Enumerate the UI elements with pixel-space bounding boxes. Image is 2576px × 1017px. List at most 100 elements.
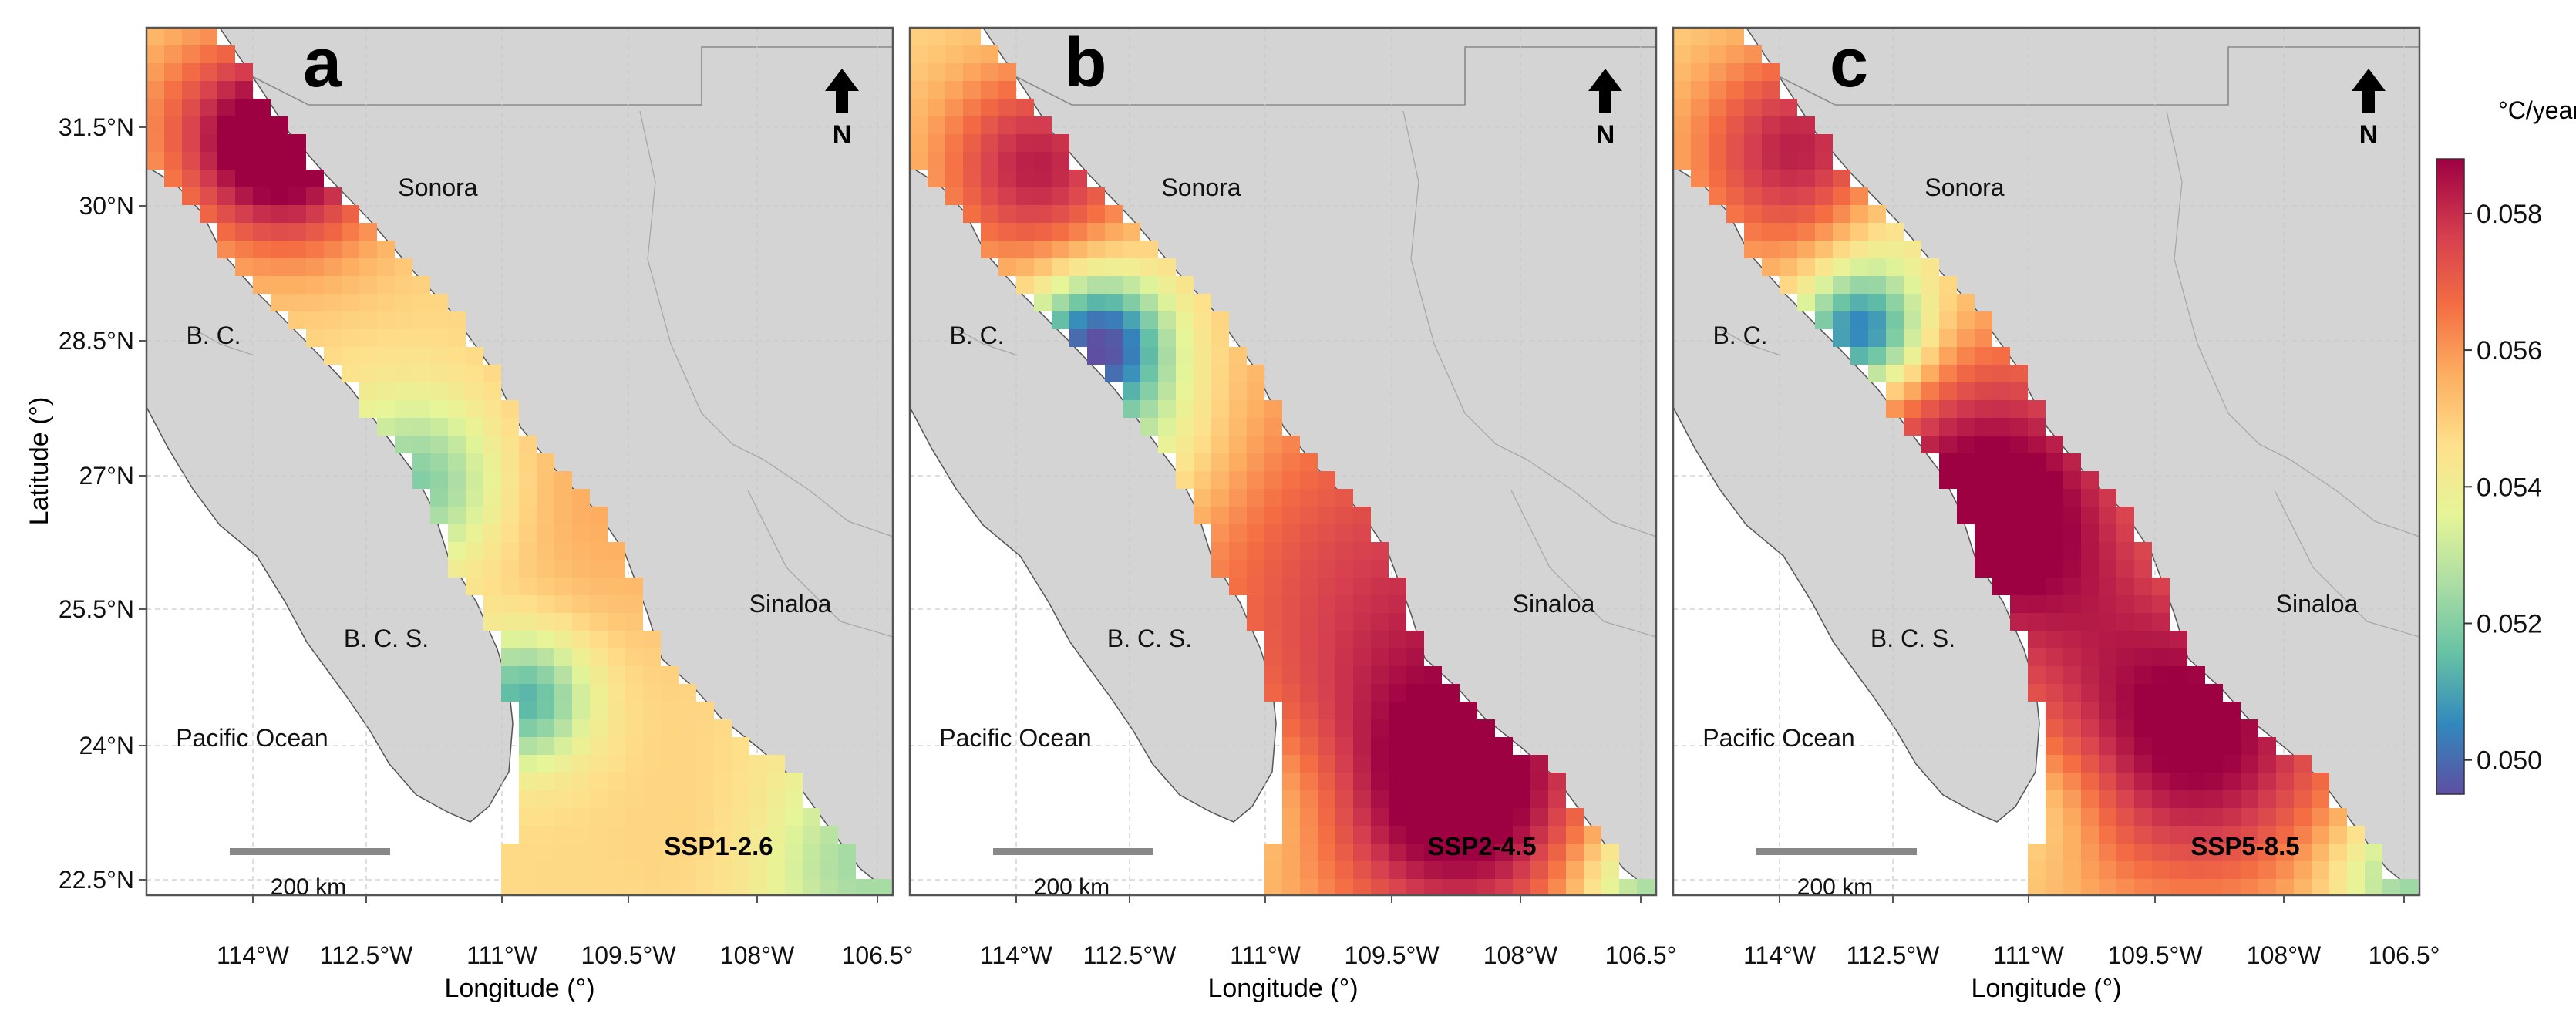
panel-frame	[908, 26, 1658, 897]
raster-cell	[679, 719, 696, 737]
raster-cell	[1957, 294, 1975, 311]
raster-cell	[928, 99, 945, 116]
raster-cell	[1744, 241, 1762, 258]
state-border	[1402, 110, 1656, 537]
raster-cell	[2028, 436, 2046, 453]
raster-cell	[625, 737, 643, 755]
raster-cell	[288, 223, 306, 241]
raster-cell	[253, 258, 271, 276]
raster-cell	[1353, 790, 1371, 808]
raster-cell	[324, 258, 342, 276]
raster-cell	[2116, 684, 2134, 702]
raster-cell	[2187, 790, 2205, 808]
raster-cell	[1229, 578, 1247, 595]
raster-cell	[1176, 436, 1194, 453]
raster-cell	[1300, 524, 1318, 542]
raster-cell	[1406, 808, 1424, 826]
raster-cell	[1247, 560, 1264, 578]
scenario-label: SSP1-2.6	[664, 832, 773, 860]
raster-cell	[1850, 347, 1868, 365]
raster-cell	[2028, 631, 2046, 648]
raster-cell	[359, 400, 377, 418]
raster-cell	[501, 578, 519, 595]
raster-cell	[2099, 684, 2116, 702]
x-tick-label: 106.5°	[2369, 941, 2440, 969]
raster-cell	[2099, 578, 2116, 595]
raster-cell	[288, 205, 306, 223]
raster-cell	[2187, 861, 2205, 879]
raster-cell	[572, 861, 590, 879]
raster-cell	[838, 861, 856, 879]
raster-cell	[430, 418, 448, 436]
raster-cell	[2134, 666, 2152, 684]
raster-cell	[625, 808, 643, 826]
raster-cell	[590, 560, 608, 578]
raster-cell	[1975, 542, 1992, 560]
raster-cell	[1371, 879, 1389, 895]
raster-cell	[981, 241, 998, 258]
raster-cell	[1335, 737, 1353, 755]
raster-cell	[466, 560, 483, 578]
raster-cell	[572, 879, 590, 895]
raster-cell	[2010, 436, 2028, 453]
raster-cell	[2116, 844, 2134, 861]
raster-cell	[2063, 631, 2081, 648]
raster-cell	[1105, 329, 1123, 347]
scale-bar	[1756, 848, 1917, 855]
raster-cell	[785, 773, 803, 790]
raster-cell	[1389, 737, 1406, 755]
raster-cell	[1229, 489, 1247, 507]
raster-cell	[1229, 400, 1247, 418]
raster-cell	[377, 382, 395, 400]
raster-cell	[1247, 542, 1264, 560]
raster-cell	[342, 223, 359, 241]
raster-cell	[2400, 879, 2418, 895]
state-border	[639, 110, 893, 537]
raster-cell	[2081, 684, 2099, 702]
raster-cell	[2099, 755, 2116, 773]
raster-cell	[2152, 719, 2170, 737]
raster-cell	[182, 134, 200, 152]
raster-cell	[749, 808, 767, 826]
raster-cell	[2099, 844, 2116, 861]
raster-cell	[537, 879, 554, 895]
raster-cell	[1087, 347, 1105, 365]
raster-cell	[1282, 578, 1300, 595]
raster-cell	[2099, 489, 2116, 507]
raster-cell	[1158, 382, 1176, 400]
raster-cell	[2241, 790, 2258, 808]
raster-cell	[945, 28, 963, 45]
raster-cell	[1921, 418, 1939, 436]
raster-cell	[910, 152, 928, 170]
raster-cell	[1300, 755, 1318, 773]
raster-cell	[608, 578, 625, 595]
raster-cell	[412, 294, 430, 311]
baja-california-peninsula	[1673, 166, 2040, 823]
raster-cell	[1211, 524, 1229, 542]
raster-cell	[643, 844, 661, 861]
raster-cell	[306, 258, 324, 276]
raster-cell	[2241, 755, 2258, 773]
raster-cell	[466, 347, 483, 365]
raster-cell	[1691, 134, 1709, 152]
raster-cell	[2063, 578, 2081, 595]
raster-cell	[1530, 773, 1548, 790]
state-border	[1510, 490, 1656, 638]
raster-cell	[2063, 560, 2081, 578]
raster-cell	[2152, 702, 2170, 719]
raster-cell	[981, 81, 998, 99]
raster-cell	[1584, 844, 1601, 861]
raster-cell	[1176, 311, 1194, 329]
raster-cell	[1371, 684, 1389, 702]
raster-cell	[1069, 205, 1087, 223]
raster-cell	[572, 666, 590, 684]
panel-letter: a	[303, 25, 342, 102]
raster-cell	[501, 471, 519, 489]
raster-cell	[324, 294, 342, 311]
raster-cell	[1158, 436, 1176, 453]
raster-cell	[1762, 205, 1780, 223]
raster-cell	[1229, 436, 1247, 453]
raster-cell	[714, 808, 732, 826]
raster-cell	[501, 436, 519, 453]
raster-cell	[1797, 241, 1815, 258]
